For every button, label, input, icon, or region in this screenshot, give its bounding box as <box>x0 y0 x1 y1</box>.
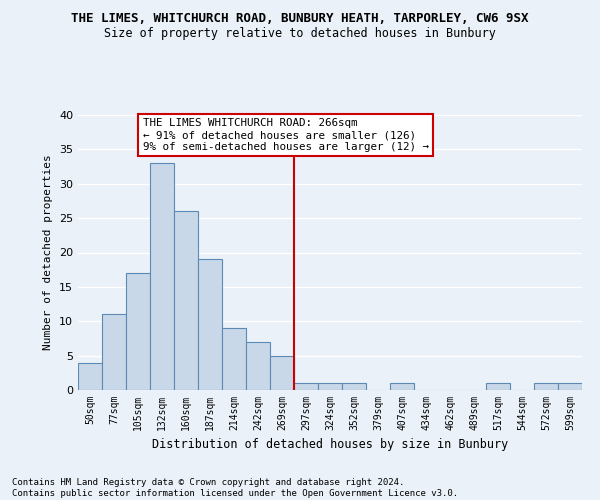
Bar <box>294 383 318 390</box>
Bar <box>102 314 126 390</box>
Bar <box>150 163 174 390</box>
Bar <box>534 383 558 390</box>
Bar <box>390 383 414 390</box>
Bar <box>486 383 510 390</box>
Bar <box>126 273 150 390</box>
Bar <box>174 211 198 390</box>
Bar <box>222 328 246 390</box>
Text: Contains HM Land Registry data © Crown copyright and database right 2024.
Contai: Contains HM Land Registry data © Crown c… <box>12 478 458 498</box>
Text: THE LIMES, WHITCHURCH ROAD, BUNBURY HEATH, TARPORLEY, CW6 9SX: THE LIMES, WHITCHURCH ROAD, BUNBURY HEAT… <box>71 12 529 26</box>
Bar <box>342 383 366 390</box>
Bar <box>78 362 102 390</box>
Bar <box>198 260 222 390</box>
Bar <box>558 383 582 390</box>
Bar <box>246 342 270 390</box>
Text: Size of property relative to detached houses in Bunbury: Size of property relative to detached ho… <box>104 28 496 40</box>
Y-axis label: Number of detached properties: Number of detached properties <box>43 154 53 350</box>
Text: THE LIMES WHITCHURCH ROAD: 266sqm
← 91% of detached houses are smaller (126)
9% : THE LIMES WHITCHURCH ROAD: 266sqm ← 91% … <box>143 118 429 152</box>
X-axis label: Distribution of detached houses by size in Bunbury: Distribution of detached houses by size … <box>152 438 508 452</box>
Bar <box>270 356 294 390</box>
Bar <box>318 383 342 390</box>
